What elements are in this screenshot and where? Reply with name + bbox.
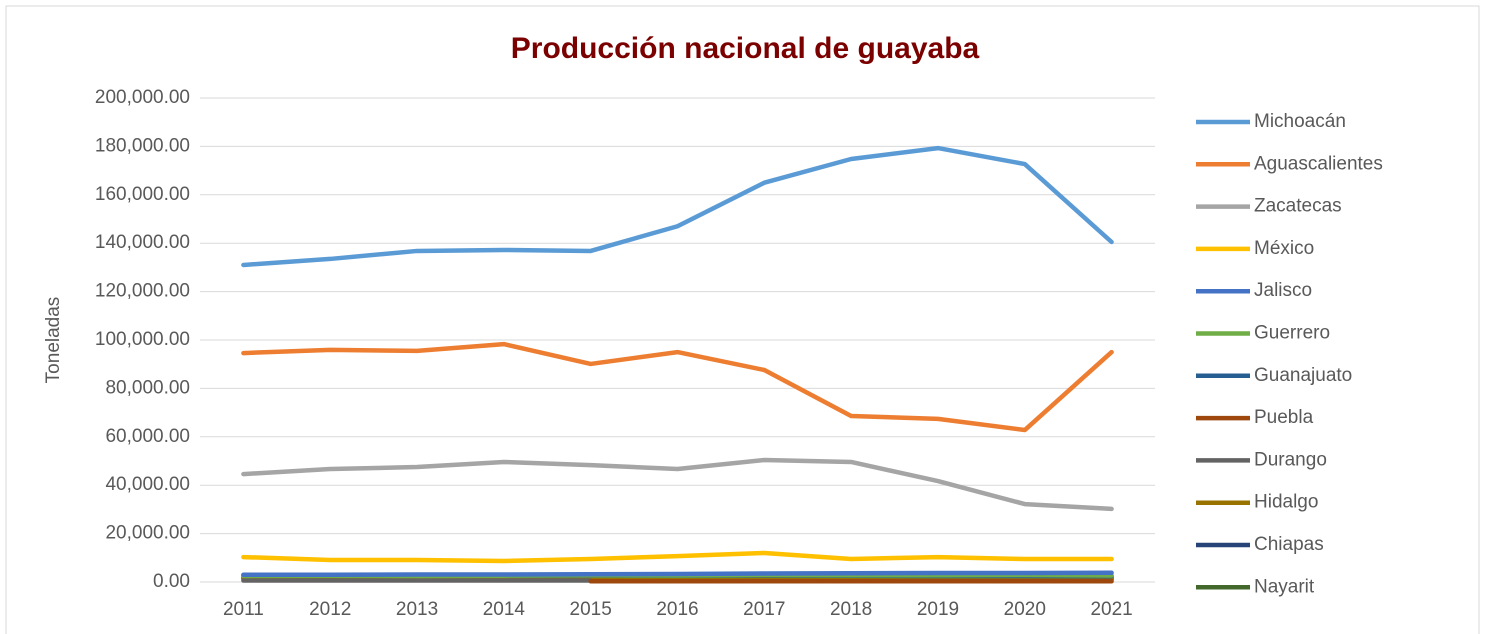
x-tick-label: 2011 — [223, 599, 264, 620]
legend-label: Chiapas — [1254, 534, 1324, 555]
x-tick-label: 2015 — [570, 599, 612, 620]
chart-border — [5, 5, 1480, 634]
series-line — [241, 570, 1114, 577]
legend-label: Guerrero — [1254, 323, 1330, 344]
y-tick-label: 0.00 — [153, 571, 190, 592]
y-tick-label: 40,000.00 — [105, 474, 190, 495]
x-tick-label: 2017 — [743, 599, 785, 620]
y-tick-label: 80,000.00 — [105, 377, 190, 398]
y-tick-label: 160,000.00 — [95, 184, 190, 205]
series-line — [241, 341, 1114, 433]
x-tick-label: 2018 — [830, 599, 872, 620]
legend-label: Puebla — [1254, 407, 1314, 428]
series-line — [241, 550, 1114, 564]
x-tick-label: 2012 — [309, 599, 351, 620]
y-axis-label: Toneladas — [43, 297, 64, 384]
y-tick-label: 180,000.00 — [95, 135, 190, 156]
chart-title: Producción nacional de guayaba — [511, 32, 980, 65]
x-tick-label: 2013 — [396, 599, 438, 620]
x-tick-label: 2021 — [1090, 599, 1132, 620]
y-tick-label: 120,000.00 — [95, 281, 190, 302]
series-line — [241, 457, 1114, 512]
legend-label: Jalisco — [1254, 280, 1312, 301]
y-tick-label: 200,000.00 — [95, 87, 190, 108]
y-tick-label: 20,000.00 — [105, 523, 190, 544]
y-tick-label: 60,000.00 — [105, 426, 190, 447]
legend-label: México — [1254, 238, 1314, 259]
series-line — [241, 145, 1114, 268]
legend-label: Aguascalientes — [1254, 153, 1383, 174]
y-tick-label: 100,000.00 — [95, 329, 190, 350]
legend-label: Nayarit — [1254, 576, 1315, 597]
legend-label: Michoacán — [1254, 111, 1346, 132]
legend-label: Hidalgo — [1254, 492, 1318, 513]
x-tick-label: 2014 — [483, 599, 526, 620]
legend-label: Durango — [1254, 449, 1327, 470]
x-tick-label: 2016 — [656, 599, 698, 620]
x-tick-label: 2019 — [917, 599, 959, 620]
legend-label: Guanajuato — [1254, 365, 1352, 386]
legend-label: Zacatecas — [1254, 196, 1342, 217]
x-tick-label: 2020 — [1004, 599, 1046, 620]
y-tick-label: 140,000.00 — [95, 232, 190, 253]
